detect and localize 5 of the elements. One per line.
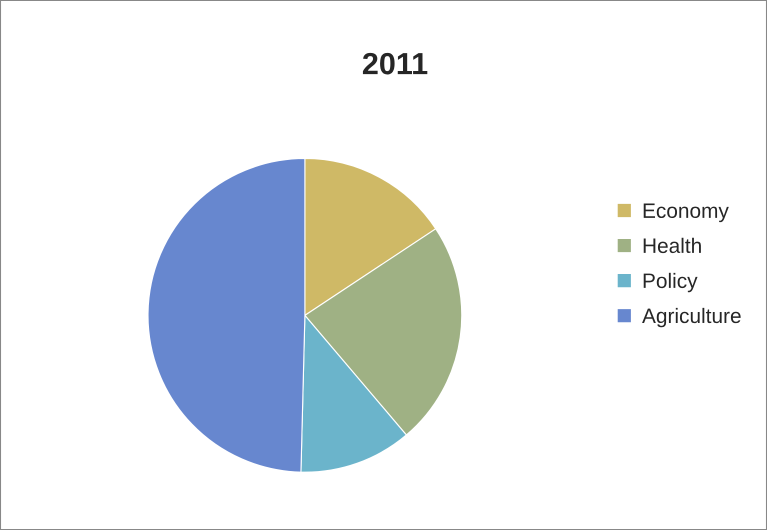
legend-label: Agriculture bbox=[642, 308, 741, 328]
legend-label: Economy bbox=[644, 203, 729, 222]
legend-label: Policy bbox=[644, 272, 698, 292]
chart-title: 2011 bbox=[362, 52, 428, 74]
legend-label: Health bbox=[644, 238, 701, 254]
